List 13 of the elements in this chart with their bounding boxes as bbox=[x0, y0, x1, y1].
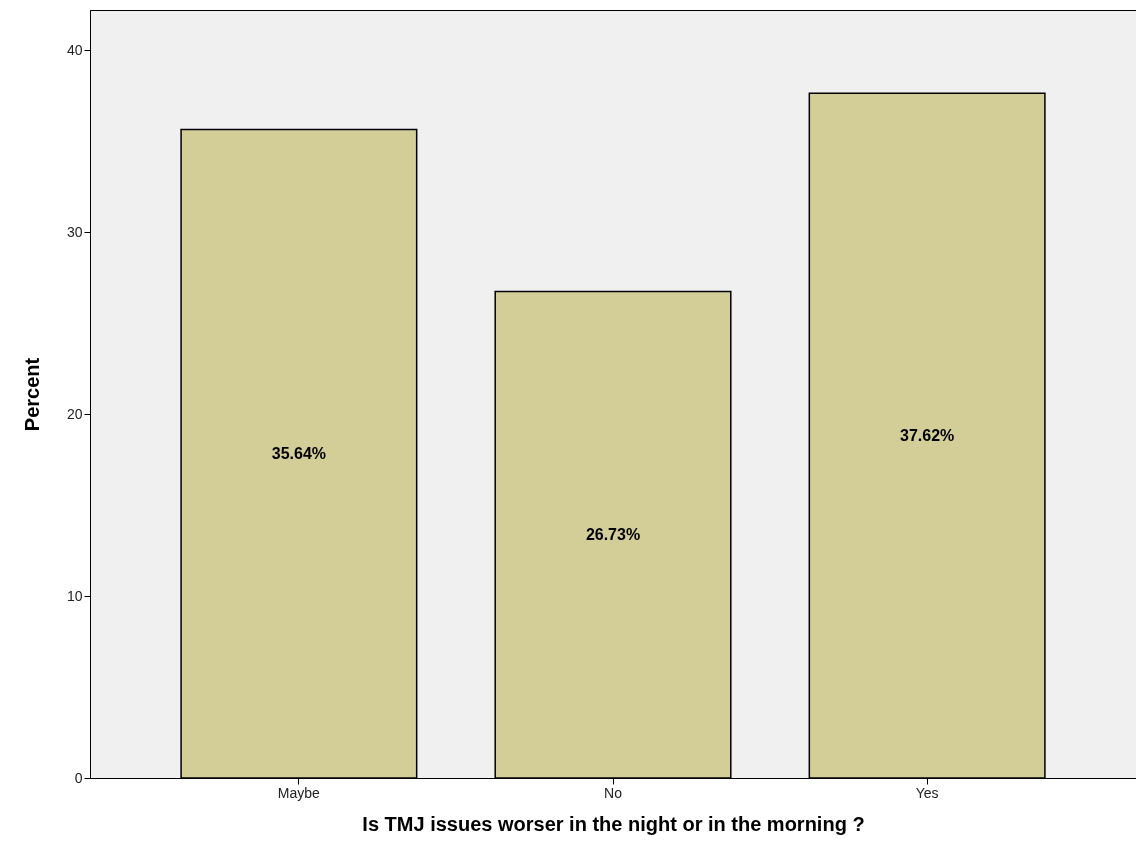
y-tick-label: 20 bbox=[66, 405, 83, 422]
x-tick-label: Maybe bbox=[277, 784, 321, 801]
x-tick-label: Yes bbox=[915, 784, 939, 801]
y-axis-title: Percent bbox=[20, 357, 43, 432]
data-label: 37.62% bbox=[899, 426, 955, 444]
data-label: 35.64% bbox=[271, 444, 327, 462]
x-axis-title: Is TMJ issues worser in the night or in the morning ? bbox=[362, 812, 865, 835]
data-label: 26.73% bbox=[585, 525, 641, 543]
y-tick-label: 30 bbox=[66, 223, 83, 240]
y-tick-label: 40 bbox=[66, 41, 83, 58]
y-tick-label: 10 bbox=[66, 587, 83, 604]
y-tick-label: 0 bbox=[74, 769, 83, 786]
x-tick-label: No bbox=[604, 784, 623, 801]
